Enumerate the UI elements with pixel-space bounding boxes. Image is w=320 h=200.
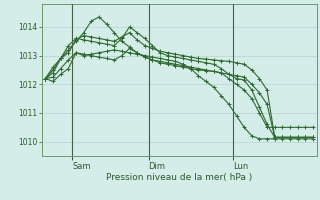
X-axis label: Pression niveau de la mer( hPa ): Pression niveau de la mer( hPa ) [106, 173, 252, 182]
